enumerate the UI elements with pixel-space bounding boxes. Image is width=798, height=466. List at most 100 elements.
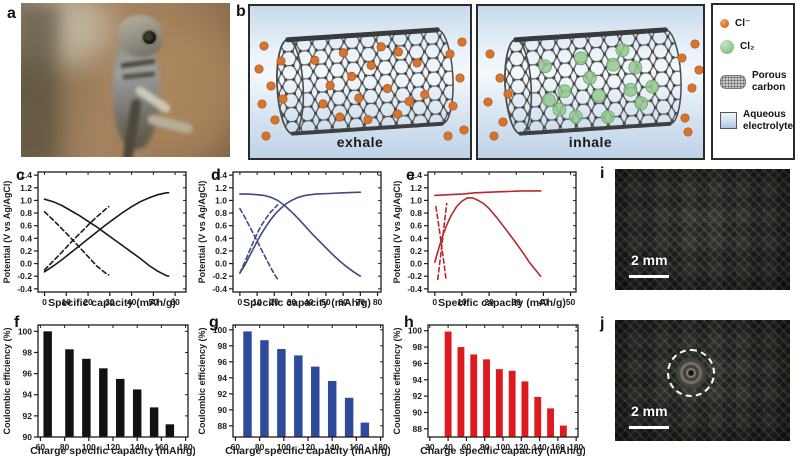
svg-text:10: 10 xyxy=(252,297,262,307)
panel-h: h 20 40 60 80 100 120 140 160 180 88 90 92 94 96 98 100… xyxy=(390,310,585,466)
svg-text:98: 98 xyxy=(218,341,228,351)
scale-bar xyxy=(629,426,669,429)
exhale-schematic-box: exhale xyxy=(248,4,472,160)
inhale-schematic-box: inhale xyxy=(476,4,705,160)
svg-text:160: 160 xyxy=(154,442,168,452)
micrograph-carbon-cloth: 2 mm xyxy=(615,169,790,290)
svg-text:20: 20 xyxy=(270,297,280,307)
svg-text:Charge specific capacity (mAh/: Charge specific capacity (mAh/g) xyxy=(30,445,195,457)
svg-text:90: 90 xyxy=(23,432,33,442)
svg-text:80: 80 xyxy=(373,297,383,307)
svg-text:-0.4: -0.4 xyxy=(17,284,32,294)
svg-text:94: 94 xyxy=(23,390,33,400)
svg-text:96: 96 xyxy=(23,369,33,379)
svg-text:88: 88 xyxy=(413,424,423,434)
svg-text:70: 70 xyxy=(356,297,366,307)
svg-text:60: 60 xyxy=(170,297,180,307)
svg-text:160: 160 xyxy=(349,442,363,452)
svg-text:1.2: 1.2 xyxy=(20,183,32,193)
panel-label-h: h xyxy=(404,314,414,331)
svg-text:0.0: 0.0 xyxy=(410,259,422,269)
svg-text:-0.4: -0.4 xyxy=(212,284,227,294)
panel-label-i: i xyxy=(600,165,605,182)
scale-bar xyxy=(629,275,669,278)
svg-text:90: 90 xyxy=(218,405,228,415)
lizard-head xyxy=(117,15,163,57)
svg-text:100: 100 xyxy=(408,326,422,336)
svg-text:96: 96 xyxy=(413,358,423,368)
svg-text:100: 100 xyxy=(277,442,291,452)
svg-text:Charge specific capacity (mAh/: Charge specific capacity (mAh/g) xyxy=(225,445,390,457)
legend-label: Cl₂ xyxy=(740,41,755,53)
svg-text:92: 92 xyxy=(23,411,33,421)
svg-text:20: 20 xyxy=(425,442,435,452)
svg-text:92: 92 xyxy=(218,389,228,399)
inhale-caption: inhale xyxy=(568,134,613,150)
svg-text:50: 50 xyxy=(566,297,576,307)
svg-text:-0.2: -0.2 xyxy=(407,271,422,281)
svg-text:20: 20 xyxy=(484,297,494,307)
chart-g-coulombic-efficiency: 60 80 100 120 140 160 180889092949698100Charge… xyxy=(197,324,390,457)
svg-text:60: 60 xyxy=(462,442,472,452)
svg-text:80: 80 xyxy=(480,442,490,452)
svg-text:1.2: 1.2 xyxy=(410,183,422,193)
dashed-highlight-circle xyxy=(667,349,715,397)
svg-text:140: 140 xyxy=(325,442,339,452)
chart-d-potential-vs-capacity: 0 10 20 30 40 50 60 70 80 -0.4 -0.2 0.0 0.2 0.4 0.6 0.8… xyxy=(197,170,383,309)
scale-bar-label: 2 mm xyxy=(631,403,668,419)
svg-text:120: 120 xyxy=(301,442,315,452)
svg-text:40: 40 xyxy=(127,297,137,307)
svg-text:Potential (V vs Ag/AgCl): Potential (V vs Ag/AgCl) xyxy=(2,181,12,284)
svg-text:180: 180 xyxy=(178,442,192,452)
svg-text:10: 10 xyxy=(62,297,72,307)
svg-text:100: 100 xyxy=(18,326,32,336)
svg-text:88: 88 xyxy=(218,421,228,431)
svg-text:10: 10 xyxy=(457,297,467,307)
svg-text:0.6: 0.6 xyxy=(20,221,32,231)
scale-bar-label: 2 mm xyxy=(631,252,668,268)
svg-text:1.0: 1.0 xyxy=(215,195,227,205)
svg-text:Specific capacity (mAh/g): Specific capacity (mAh/g) xyxy=(243,297,371,309)
svg-text:-0.2: -0.2 xyxy=(17,271,32,281)
panel-e: e 0 10 20 30 40 50 -0.4 -0.2 0.0 0.2 0.4 0.6 0.8 1.0 1… xyxy=(390,165,585,310)
cl-ion-icon xyxy=(720,19,729,29)
chart-e-potential-vs-capacity: 0 10 20 30 40 50 -0.4 -0.2 0.0 0.2 0.4 0.6 0.8 1.0 1.2… xyxy=(392,170,577,309)
panel-label-e: e xyxy=(406,167,415,184)
svg-text:0.4: 0.4 xyxy=(410,233,422,243)
svg-text:1.4: 1.4 xyxy=(410,170,422,180)
svg-text:1.2: 1.2 xyxy=(215,183,227,193)
svg-text:0.2: 0.2 xyxy=(20,246,32,256)
svg-text:94: 94 xyxy=(218,373,228,383)
panel-label-f: f xyxy=(14,314,20,331)
svg-text:60: 60 xyxy=(36,442,46,452)
micrograph-vignette xyxy=(615,169,790,290)
svg-text:100: 100 xyxy=(213,325,227,335)
svg-text:-0.4: -0.4 xyxy=(407,284,422,294)
svg-text:120: 120 xyxy=(106,442,120,452)
svg-text:80: 80 xyxy=(255,442,265,452)
svg-text:0.4: 0.4 xyxy=(215,233,227,243)
cl2-molecule-icon xyxy=(720,40,734,54)
svg-text:1.4: 1.4 xyxy=(20,170,32,180)
svg-text:Coulombic efficiency (%): Coulombic efficiency (%) xyxy=(197,327,207,434)
svg-text:180: 180 xyxy=(569,442,583,452)
legend-label: Porous carbon xyxy=(752,70,787,93)
svg-text:30: 30 xyxy=(105,297,115,307)
chart-c-potential-vs-capacity: 0 10 20 30 40 50 60 -0.4 -0.2 0.0 0.2 0.4 0.6 0.8 1.0 1… xyxy=(2,170,187,309)
panel-label-d: d xyxy=(211,167,221,184)
legend-item-cl-ion: Cl⁻ xyxy=(720,18,750,30)
svg-text:Coulombic efficiency (%): Coulombic efficiency (%) xyxy=(2,327,12,434)
panel-g: g 60 80 100 120 140 160 180 88 90 92 94 96 98 100 Char… xyxy=(195,310,390,466)
svg-text:20: 20 xyxy=(83,297,93,307)
svg-text:90: 90 xyxy=(413,407,423,417)
svg-text:0: 0 xyxy=(238,297,243,307)
porous-carbon-icon xyxy=(720,74,746,89)
exhale-nanotube-illustration xyxy=(254,27,469,141)
inhale-nanotube-illustration xyxy=(483,27,704,141)
svg-text:1.4: 1.4 xyxy=(215,170,227,180)
svg-text:100: 100 xyxy=(496,442,510,452)
legend-label: Cl⁻ xyxy=(735,18,751,29)
legend-item-cl2: Cl₂ xyxy=(720,40,754,54)
svg-text:30: 30 xyxy=(512,297,522,307)
